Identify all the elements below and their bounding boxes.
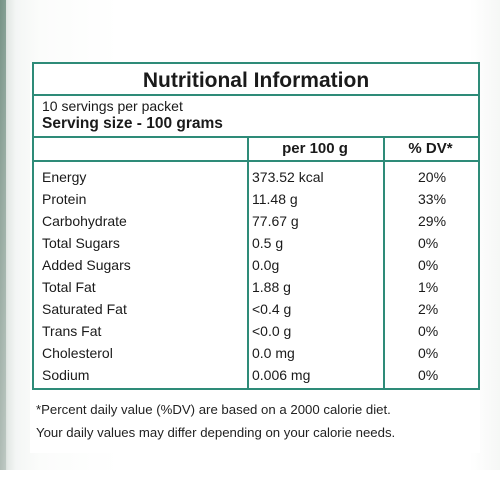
column-divider (247, 136, 249, 388)
footnote-line: Your daily values may differ depending o… (36, 425, 396, 440)
footnote-line: *Percent daily value (%DV) are based on … (36, 402, 391, 417)
header-divider (34, 136, 478, 138)
nutrient-dv: 0% (418, 257, 439, 273)
nutrient-name: Sodium (42, 367, 90, 383)
nutrient-amount: 0.0g (252, 257, 280, 273)
column-header-divider (34, 160, 478, 162)
nutrient-amount: 373.52 kcal (252, 169, 324, 185)
table-row: Total Fat 1.88 g 1% (34, 276, 478, 298)
table-row: Total Sugars 0.5 g 0% (34, 232, 478, 254)
nutrient-rows: Energy 373.52 kcal 20% Protein 11.48 g 3… (34, 166, 478, 386)
nutrient-amount: 0.006 mg (252, 367, 311, 383)
table-row: Sodium 0.006 mg 0% (34, 364, 478, 386)
nutrient-dv: 33% (418, 191, 447, 207)
table-row: Trans Fat <0.0 g 0% (34, 320, 478, 342)
nutrient-dv: 0% (418, 367, 439, 383)
table-row: Carbohydrate 77.67 g 29% (34, 210, 478, 232)
nutrient-amount: <0.4 g (252, 301, 292, 317)
nutrient-amount: 0.5 g (252, 235, 284, 251)
column-divider (383, 136, 385, 388)
nutrient-dv: 29% (418, 213, 447, 229)
nutrient-name: Trans Fat (42, 323, 102, 339)
nutrient-name: Total Sugars (42, 235, 120, 251)
nutrient-name: Carbohydrate (42, 213, 127, 229)
table-row: Energy 373.52 kcal 20% (34, 166, 478, 188)
nutrient-name: Cholesterol (42, 345, 113, 361)
nutrient-amount: 0.0 mg (252, 345, 295, 361)
nutrient-amount: 11.48 g (252, 191, 298, 207)
footnote: *Percent daily value (%DV) are based on … (36, 398, 486, 444)
column-header-per-100g: per 100 g (282, 140, 348, 157)
nutrient-name: Protein (42, 191, 87, 207)
table-row: Added Sugars 0.0g 0% (34, 254, 478, 276)
nutrient-name: Total Fat (42, 279, 96, 295)
nutrient-dv: 20% (418, 169, 447, 185)
table-row: Saturated Fat <0.4 g 2% (34, 298, 478, 320)
nutrient-amount: 1.88 g (252, 279, 291, 295)
nutrient-dv: 0% (418, 235, 439, 251)
nutrient-amount: <0.0 g (252, 323, 292, 339)
nutrient-dv: 0% (418, 323, 439, 339)
table-row: Protein 11.48 g 33% (34, 188, 478, 210)
nutrition-table: Nutritional Information 10 servings per … (32, 62, 480, 390)
servings-per-packet: 10 servings per packet (42, 98, 183, 114)
label-panel (30, 62, 480, 453)
nutrient-dv: 2% (418, 301, 439, 317)
nutrient-dv: 0% (418, 345, 439, 361)
nutrient-name: Added Sugars (42, 257, 131, 273)
column-header-dv: % DV* (408, 140, 453, 157)
nutrient-amount: 77.67 g (252, 213, 299, 229)
serving-size: Serving size - 100 grams (42, 115, 223, 132)
nutrient-name: Energy (42, 169, 87, 185)
table-row: Cholesterol 0.0 mg 0% (34, 342, 478, 364)
package-edge (0, 0, 6, 470)
nutrient-name: Saturated Fat (42, 301, 127, 317)
nutrient-dv: 1% (418, 279, 439, 295)
table-title: Nutritional Information (34, 64, 478, 96)
